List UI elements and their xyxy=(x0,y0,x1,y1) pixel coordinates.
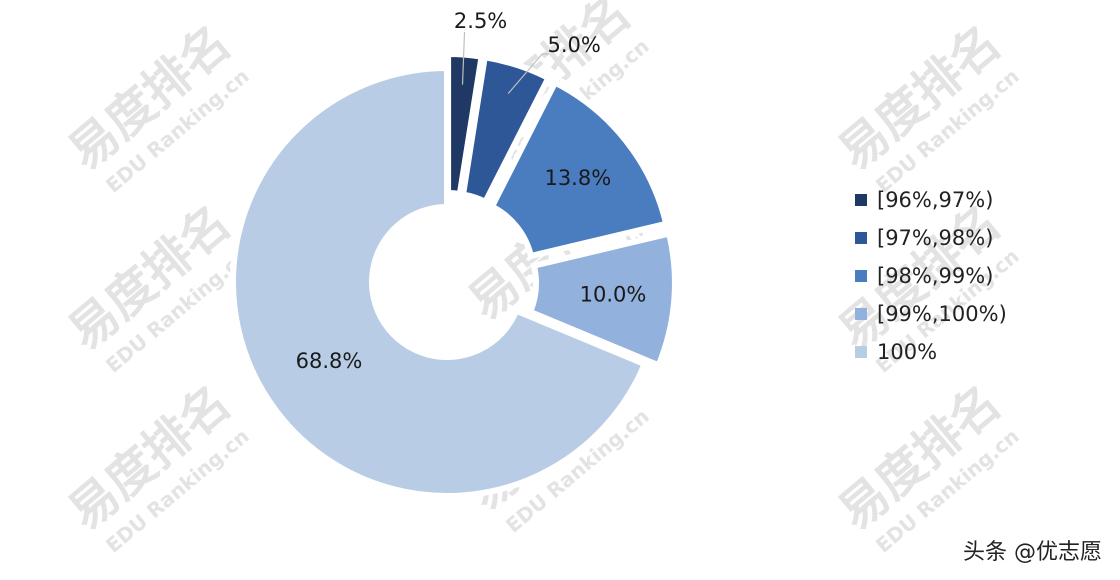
legend-swatch-3 xyxy=(855,308,867,320)
legend-item-4: 100% xyxy=(855,340,937,364)
data-label-4: 68.8% xyxy=(296,349,363,373)
legend-label-0: [96%,97%) xyxy=(877,188,993,212)
pie-slice-1 xyxy=(459,53,553,206)
data-label-1: 5.0% xyxy=(547,33,600,57)
pie-slice-2 xyxy=(487,78,670,260)
leader-line-0 xyxy=(461,31,466,85)
legend-item-1: [97%,98%) xyxy=(855,226,993,250)
legend-item-0: [96%,97%) xyxy=(855,188,993,212)
leader-line-1 xyxy=(507,53,549,95)
legend-label-1: [97%,98%) xyxy=(877,226,993,250)
legend-item-3: [99%,100%) xyxy=(855,302,1007,326)
pie-slice-3 xyxy=(526,229,678,370)
data-label-0: 2.5% xyxy=(454,9,507,33)
data-label-3: 10.0% xyxy=(580,282,647,306)
legend-item-2: [98%,99%) xyxy=(855,264,993,288)
legend-label-4: 100% xyxy=(877,340,937,364)
legend-label-3: [99%,100%) xyxy=(877,302,1007,326)
legend: [96%,97%) [97%,98%) [98%,99%) [99%,100%) 100… xyxy=(855,188,1007,364)
pie-slices xyxy=(230,51,678,499)
data-label-2: 13.8% xyxy=(544,166,611,190)
legend-swatch-0 xyxy=(855,194,867,206)
slice-labels: 2.5% 5.0% 13.8% 10.0% 68.8% xyxy=(296,9,647,373)
pie-slice-4 xyxy=(230,64,649,499)
source-credit: 头条 @优志愿 xyxy=(963,540,1102,565)
leader-lines xyxy=(461,31,549,95)
legend-swatch-1 xyxy=(855,232,867,244)
legend-swatch-4 xyxy=(855,346,867,358)
legend-label-2: [98%,99%) xyxy=(877,264,993,288)
legend-swatch-2 xyxy=(855,270,867,282)
